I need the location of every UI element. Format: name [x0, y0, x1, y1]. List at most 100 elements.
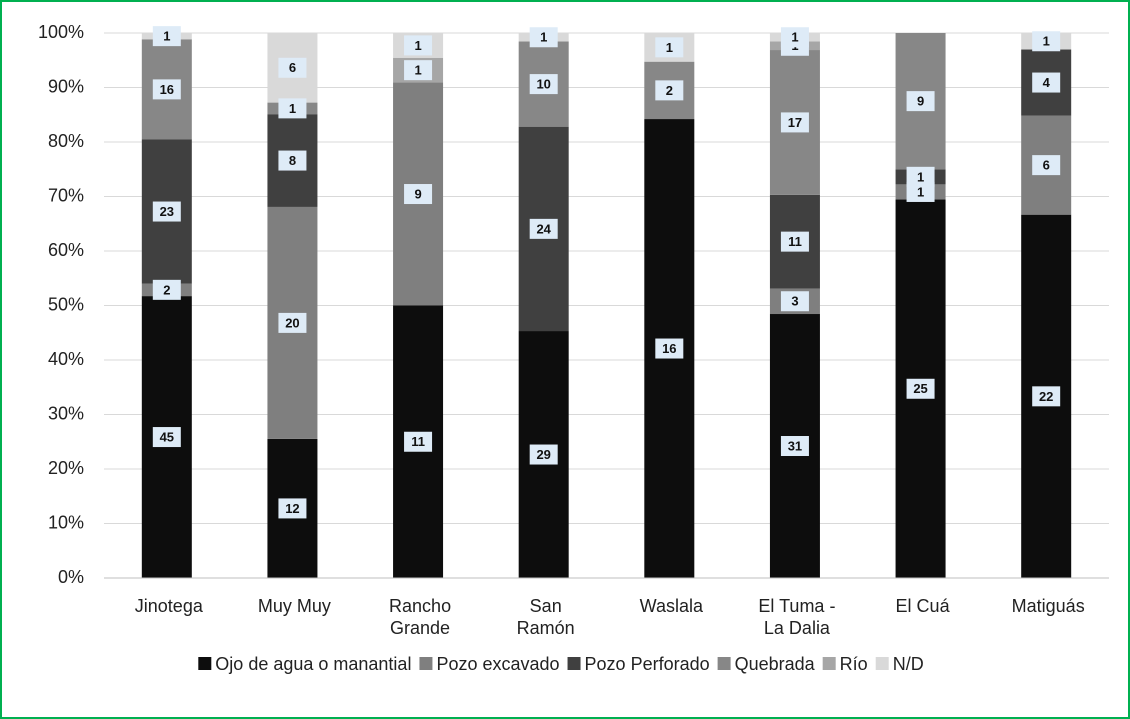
data-label-text: 8: [289, 153, 296, 168]
data-label-box: [655, 338, 684, 359]
y-tick-label: 100%: [38, 22, 84, 42]
data-label-text: 1: [917, 184, 924, 199]
data-label-box: [780, 436, 809, 457]
data-label: 45: [152, 427, 181, 448]
data-label-text: 9: [917, 94, 924, 109]
y-tick-label: 40%: [48, 349, 84, 369]
data-label-text: 10: [536, 77, 550, 92]
data-label-text: 1: [791, 30, 798, 45]
data-label-text: 1: [666, 40, 673, 55]
legend-swatch: [198, 657, 212, 670]
data-label-text: 22: [1039, 389, 1053, 404]
data-label: 9: [404, 184, 433, 205]
y-tick-label: 10%: [48, 512, 84, 532]
y-tick-label: 70%: [48, 185, 84, 205]
data-label: 6: [1032, 155, 1061, 176]
data-label-text: 25: [913, 381, 927, 396]
data-label-text: 12: [285, 501, 299, 516]
legend-item: Río: [822, 654, 868, 674]
data-label-box: [278, 312, 307, 333]
data-label-box: [780, 231, 809, 252]
data-label: 20: [278, 312, 307, 333]
data-label: 24: [529, 218, 558, 239]
legend-label: N/D: [893, 654, 924, 674]
data-label: 3: [780, 291, 809, 312]
data-label-box: [529, 218, 558, 239]
legend-swatch: [875, 657, 889, 670]
data-label: 12: [278, 498, 307, 519]
data-label-box: [404, 35, 433, 56]
data-label-box: [1032, 31, 1061, 52]
data-label-text: 11: [411, 434, 425, 449]
data-label: 1: [780, 27, 809, 48]
data-label: 16: [655, 338, 684, 359]
x-tick-label: Matiguás: [1011, 596, 1085, 616]
data-label-text: 11: [788, 234, 802, 249]
data-label-text: 24: [536, 221, 551, 236]
data-label: 8: [278, 150, 307, 171]
data-label-box: [780, 112, 809, 133]
data-label-text: 31: [788, 438, 802, 453]
data-label-box: [655, 80, 684, 101]
data-label-text: 2: [163, 282, 170, 297]
y-tick-label: 30%: [48, 403, 84, 423]
data-label: 1: [655, 37, 684, 58]
data-label-text: 1: [540, 30, 547, 45]
data-label-box: [152, 201, 181, 222]
legend-label: Pozo excavado: [436, 654, 559, 674]
data-label-box: [780, 27, 809, 48]
legend-label: Quebrada: [735, 654, 816, 674]
y-tick-label: 20%: [48, 458, 84, 478]
data-label-text: 17: [788, 115, 802, 130]
data-label: 1: [529, 27, 558, 48]
data-label: 10: [529, 74, 558, 95]
y-tick-label: 50%: [48, 294, 84, 314]
legend-item: Pozo excavado: [419, 654, 560, 674]
legend-item: Pozo Perforado: [567, 654, 710, 674]
data-label-text: 1: [414, 63, 421, 78]
data-label: 23: [152, 201, 181, 222]
x-tick-label: Waslala: [639, 596, 703, 616]
data-label-box: [906, 181, 935, 202]
y-tick-label: 60%: [48, 240, 84, 260]
data-label-text: 1: [1043, 34, 1050, 49]
data-label: 1: [906, 181, 935, 202]
data-label-box: [404, 431, 433, 452]
data-label: 11: [404, 431, 433, 452]
data-label: 2: [655, 80, 684, 101]
data-label-box: [404, 60, 433, 81]
legend-swatch: [419, 657, 433, 670]
data-label: 16: [152, 79, 181, 100]
data-label: 31: [780, 436, 809, 457]
data-label: 25: [906, 378, 935, 399]
data-label-box: [278, 150, 307, 171]
data-label: 1: [404, 60, 433, 81]
data-label: 1: [906, 166, 935, 187]
data-label-text: 9: [414, 186, 421, 201]
legend-swatch: [822, 657, 836, 670]
data-label: 6: [278, 57, 307, 78]
y-tick-label: 80%: [48, 131, 84, 151]
data-label-text: 16: [160, 82, 174, 97]
data-label: 29: [529, 444, 558, 465]
x-tick-label: El Tuma - La Dalia: [758, 596, 836, 638]
data-label-box: [906, 166, 935, 187]
data-label-box: [1032, 155, 1061, 176]
legend-item: Ojo de agua o manantial: [198, 654, 411, 674]
x-tick-label: San Ramón: [516, 596, 575, 638]
data-label: 11: [780, 231, 809, 252]
data-label-text: 1: [163, 29, 170, 44]
data-label-box: [278, 98, 307, 119]
data-label-box: [529, 27, 558, 48]
data-label-box: [152, 427, 181, 448]
data-label-text: 16: [662, 341, 676, 356]
data-label-box: [529, 444, 558, 465]
data-label-box: [278, 57, 307, 78]
data-label: 1: [404, 35, 433, 56]
legend-item: N/D: [875, 654, 924, 674]
legend-swatch: [717, 657, 731, 670]
data-label-text: 1: [917, 169, 924, 184]
legend-label: Río: [840, 654, 868, 674]
